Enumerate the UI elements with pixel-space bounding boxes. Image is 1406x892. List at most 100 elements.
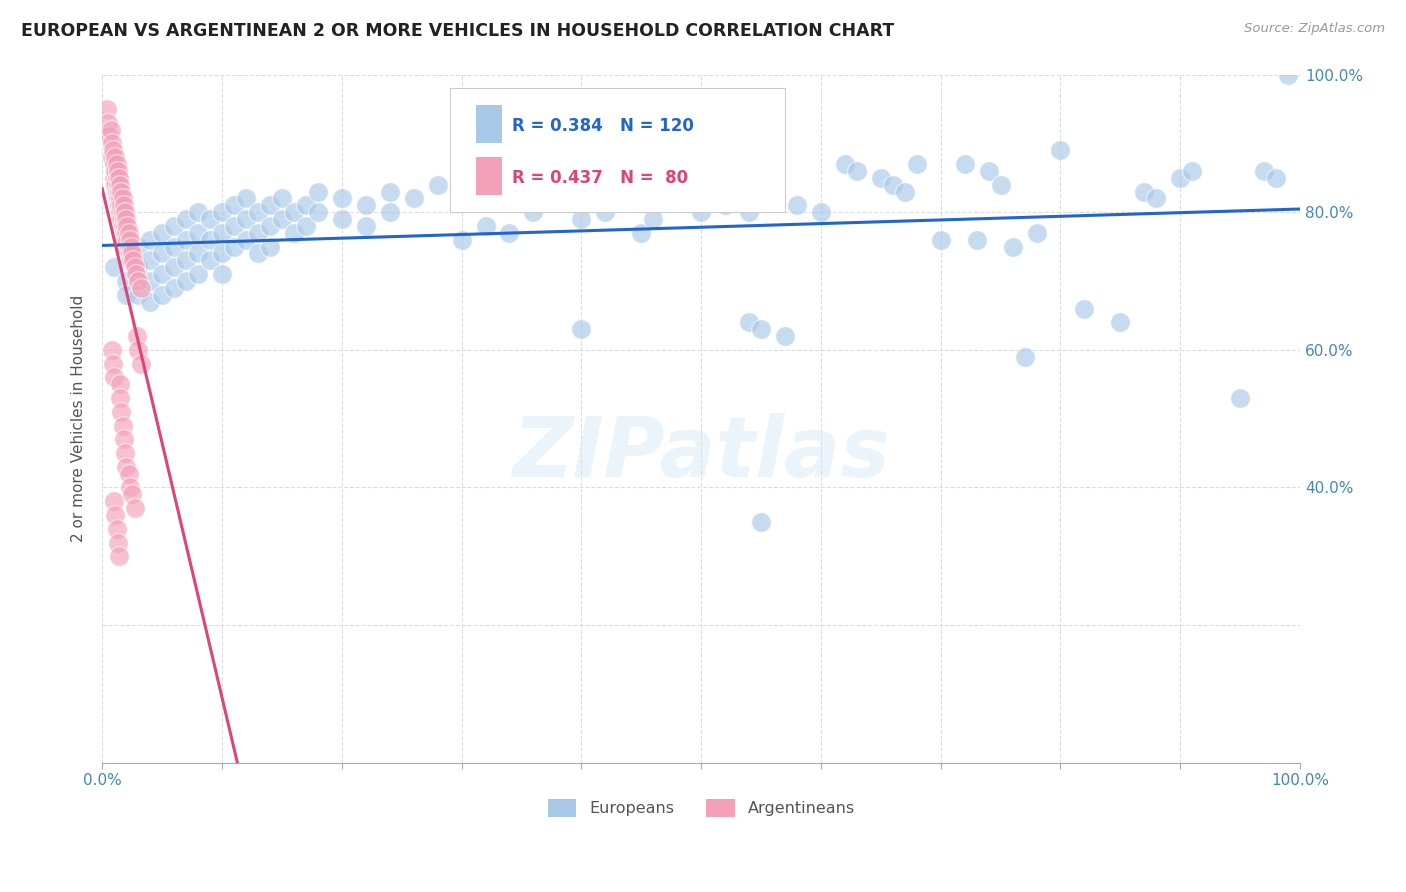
Point [111,219,134,233]
Point [259,219,281,233]
Point [283,205,305,219]
Text: ZIPatlas: ZIPatlas [512,413,890,493]
Point [104,508,127,522]
Point [1277,68,1299,82]
Point [96,102,118,116]
Point [690,185,713,199]
Point [139,233,162,247]
Point [198,212,221,227]
Point [108,198,131,212]
Point [103,157,125,171]
Point [107,191,129,205]
Point [211,205,233,219]
Point [270,191,292,205]
Point [714,198,737,212]
Point [749,322,772,336]
Point [110,405,132,419]
Point [569,212,592,227]
Point [150,267,173,281]
Point [112,212,135,227]
Point [121,487,143,501]
Point [595,205,617,219]
Point [121,246,143,260]
Point [546,191,568,205]
Point [187,267,209,281]
Point [97,116,120,130]
Point [235,212,257,227]
Point [1001,239,1024,253]
Point [124,501,146,516]
Point [103,370,125,384]
Point [882,178,904,192]
Point [235,191,257,205]
Point [115,274,138,288]
Point [101,136,124,151]
Point [117,233,139,247]
Point [834,157,856,171]
Point [118,246,141,260]
Point [174,212,197,227]
Point [187,246,209,260]
Point [187,226,209,240]
Point [246,246,269,260]
Point [112,432,135,446]
Point [124,260,146,275]
Point [115,226,138,240]
Point [104,164,127,178]
Point [270,212,292,227]
Point [100,122,122,136]
Point [211,246,233,260]
Point [111,418,134,433]
Point [108,170,131,185]
Point [101,343,124,357]
Point [108,205,131,219]
Point [235,233,257,247]
Point [222,219,245,233]
Point [295,219,318,233]
Point [749,515,772,529]
Point [105,157,128,171]
Point [98,129,121,144]
Point [977,164,1000,178]
Point [773,329,796,343]
Point [118,233,141,247]
Point [101,357,124,371]
Point [222,239,245,253]
Point [127,274,149,288]
FancyBboxPatch shape [450,88,785,212]
Point [163,281,186,295]
Point [966,233,988,247]
Point [150,287,173,301]
Point [107,178,129,192]
Point [163,239,186,253]
Point [139,294,162,309]
Point [450,233,472,247]
Point [630,226,652,240]
Point [127,260,149,275]
Point [108,185,131,199]
Point [307,205,329,219]
Point [187,205,209,219]
Point [125,267,148,281]
FancyBboxPatch shape [475,157,502,195]
Point [139,274,162,288]
Point [117,239,139,253]
Point [1133,185,1156,199]
Point [246,226,269,240]
Point [1025,226,1047,240]
Point [114,219,136,233]
Point [330,212,353,227]
Point [139,253,162,268]
Point [619,191,641,205]
Point [1144,191,1167,205]
Point [893,185,915,199]
Point [1073,301,1095,316]
Point [101,143,124,157]
Point [354,198,377,212]
Point [108,178,131,192]
Point [1229,391,1251,405]
Point [127,287,149,301]
Point [786,198,808,212]
Point [163,219,186,233]
Point [211,226,233,240]
